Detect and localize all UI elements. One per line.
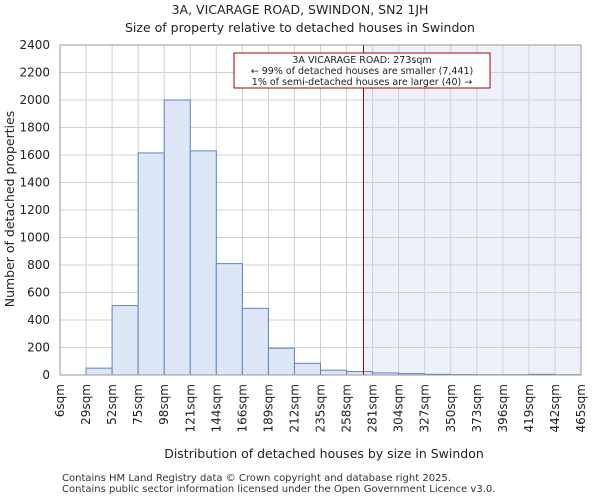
x-tick-label: 144sqm: [209, 384, 223, 432]
x-tick-label: 281sqm: [366, 384, 380, 432]
x-tick-label: 166sqm: [235, 384, 249, 432]
x-tick-label: 52sqm: [105, 384, 119, 425]
bar-189sqm: [267, 347, 295, 376]
bar-98sqm: [163, 99, 191, 376]
y-tick-label: 2000: [19, 93, 50, 107]
bar-121sqm: [189, 150, 217, 376]
y-tick-label: 400: [27, 313, 50, 327]
x-axis-label: Distribution of detached houses by size …: [164, 446, 484, 461]
y-tick-label: 800: [27, 258, 50, 272]
bar-166sqm: [241, 307, 269, 376]
x-tick-label: 304sqm: [392, 384, 406, 432]
x-tick-label: 75sqm: [131, 384, 145, 425]
x-tick-label: 6sqm: [53, 384, 67, 417]
bar-258sqm: [346, 371, 374, 376]
y-tick-label: 2400: [19, 38, 50, 52]
x-tick-label: 396sqm: [496, 384, 510, 432]
bar-52sqm: [111, 305, 139, 376]
annotation-line-1: 3A VICARAGE ROAD: 273sqm: [292, 55, 431, 66]
x-tick-label: 419sqm: [522, 384, 536, 432]
x-axis-ticks: 6sqm 29sqm 52sqm 75sqm 98sqm 121sqm 144sqm 166s…: [53, 384, 588, 432]
bar-235sqm: [320, 369, 348, 376]
y-tick-label: 600: [27, 286, 50, 300]
x-tick-label: 465sqm: [574, 384, 588, 432]
annotation-line-2: ← 99% of detached houses are smaller (7,…: [251, 66, 474, 77]
x-tick-label: 442sqm: [548, 384, 562, 432]
annotation-box: 3A VICARAGE ROAD: 273sqm ← 99% of detach…: [233, 52, 491, 89]
footer-copyright: Contains HM Land Registry data © Crown c…: [62, 473, 451, 484]
y-tick-label: 1400: [19, 176, 50, 190]
y-tick-label: 200: [27, 341, 50, 355]
chart-title: Size of property relative to detached ho…: [125, 20, 475, 35]
x-tick-label: 29sqm: [79, 384, 93, 425]
chart-title-address: 3A, VICARAGE ROAD, SWINDON, SN2 1JH: [171, 2, 429, 17]
y-axis-ticks: 0 200 400 600 800 1000 1200 1400 1600 1800 2000 220…: [19, 38, 50, 382]
footer-licence: Contains public sector information licen…: [62, 484, 496, 495]
y-tick-label: 1800: [19, 121, 50, 135]
plot-frame: [59, 44, 582, 376]
bars: [85, 99, 582, 376]
x-tick-label: 327sqm: [418, 384, 432, 432]
y-tick-label: 2200: [19, 66, 50, 80]
annotation-line-3: 1% of semi-detached houses are larger (4…: [252, 77, 472, 88]
y-tick-label: 1600: [19, 148, 50, 162]
bar-212sqm: [293, 362, 322, 376]
x-tick-label: 258sqm: [340, 384, 354, 432]
bar-144sqm: [215, 263, 243, 376]
x-tick-label: 121sqm: [183, 384, 197, 432]
y-tick-label: 0: [42, 368, 50, 382]
y-axis-label: Number of detached properties: [2, 111, 17, 308]
x-tick-label: 98sqm: [157, 384, 171, 425]
x-tick-label: 235sqm: [314, 384, 328, 432]
bar-29sqm: [85, 367, 113, 376]
x-tick-label: 189sqm: [261, 384, 275, 432]
x-tick-label: 212sqm: [287, 384, 301, 432]
y-tick-label: 1000: [19, 231, 50, 245]
y-tick-label: 1200: [19, 203, 50, 217]
x-tick-label: 373sqm: [470, 384, 484, 432]
x-tick-label: 350sqm: [444, 384, 458, 432]
bar-75sqm: [137, 152, 165, 376]
